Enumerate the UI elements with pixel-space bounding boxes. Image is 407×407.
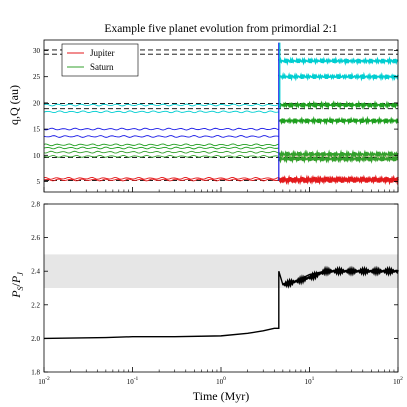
x-axis-label: Time (Myr) [193,389,250,403]
legend-label-saturn: Saturn [90,62,114,72]
top-ytick-label-0: 5 [37,178,41,186]
top-ytick-label-5: 30 [33,47,41,55]
series-4-post-0 [279,74,398,79]
series-2-post-0 [279,119,398,124]
top-ytick-label-3: 20 [33,99,41,107]
svg-text:PS/PJ: PS/PJ [9,272,25,299]
top-ytick-label-1: 10 [33,152,41,160]
bottom-y-axis-label: PS/PJ [9,272,25,299]
bottom-ytick-label-0: 1.8 [31,369,40,377]
bottom-ytick-label-4: 2.6 [31,234,40,242]
bottom-ytick-label-5: 2.8 [31,201,40,209]
top-y-axis-label: q,Q (au) [7,85,21,125]
ratio-den-sub: J [16,272,25,276]
top-ytick-label-2: 15 [33,126,41,134]
bottom-ytick-label-3: 2.4 [31,268,40,276]
chart-title: Example five planet evolution from primo… [104,23,337,35]
legend-label-jupiter: Jupiter [90,48,115,58]
bottom-ytick-label-1: 2.0 [31,335,40,343]
legend: Jupiter Saturn [62,44,138,76]
top-ytick-label-4: 25 [33,73,41,81]
bottom-ytick-label-2: 2.2 [31,301,40,309]
